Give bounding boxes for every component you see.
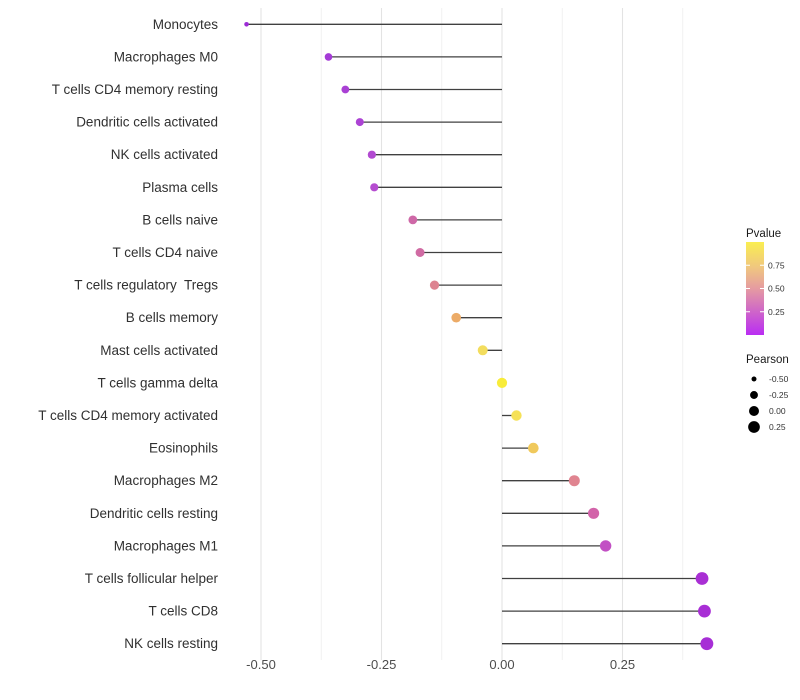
pvalue-legend-title: Pvalue	[746, 228, 781, 240]
lollipop-dot	[700, 637, 714, 651]
lollipop-dot	[415, 248, 425, 257]
y-axis-label: T cells regulatory Tregs	[74, 278, 218, 293]
lollipop-dot	[587, 507, 600, 519]
y-axis-label: Plasma cells	[142, 180, 218, 195]
y-axis-label: B cells memory	[126, 310, 219, 325]
pearson-size-legend: -0.50 -0.25 0.00 0.25	[748, 374, 789, 433]
y-axis-label: NK cells resting	[124, 636, 218, 651]
pearson-size-dot	[751, 376, 757, 382]
x-axis-tick-labels: -0.50 -0.25 0.00 0.25	[246, 657, 635, 672]
pearson-size-dot	[750, 391, 758, 399]
lollipop-dot	[429, 280, 440, 290]
y-axis-label: T cells CD4 memory activated	[38, 408, 218, 423]
legend: Pvalue 0.75 0.50 0.25 Pearson -0.50 -0.25 0.…	[746, 228, 789, 433]
lollipop-dot	[599, 540, 612, 552]
lollipop-dot	[370, 183, 379, 192]
pvalue-colorbar	[746, 242, 764, 335]
lollipop-dot	[695, 572, 709, 585]
y-axis-label: Macrophages M1	[114, 538, 218, 553]
y-axis-labels: Monocytes Macrophages M0 T cells CD4 memor…	[38, 17, 218, 651]
y-axis-label: Eosinophils	[149, 441, 218, 456]
lollipop-dot	[477, 345, 488, 356]
lollipop-dot	[528, 442, 539, 454]
y-axis-label: T cells gamma delta	[97, 375, 218, 390]
pearson-size-dot	[749, 406, 759, 416]
pearson-size-label: 0.00	[769, 406, 786, 416]
y-axis-label: T cells follicular helper	[85, 571, 219, 586]
lollipop-dot	[341, 85, 350, 94]
lollipop-dot	[408, 215, 418, 225]
y-axis-label: Mast cells activated	[100, 343, 218, 358]
pearson-size-label: -0.25	[769, 390, 789, 400]
pearson-legend-title: Pearson	[746, 354, 789, 366]
lollipop-dot	[496, 377, 508, 388]
x-axis-tick-label: -0.50	[246, 657, 276, 672]
lollipop-dot	[568, 475, 580, 487]
y-axis-label: Macrophages M2	[114, 473, 218, 488]
lollipop-dot	[355, 118, 364, 127]
pearson-size-dot	[748, 421, 760, 433]
pearson-size-label: -0.50	[769, 374, 789, 384]
lollipop-dot	[367, 150, 376, 159]
y-axis-label: T cells CD8	[148, 604, 218, 619]
pvalue-tick-label: 0.25	[768, 307, 785, 317]
gridlines	[260, 8, 684, 660]
y-axis-label: Dendritic cells activated	[76, 115, 218, 130]
y-axis-label: NK cells activated	[111, 147, 218, 162]
pvalue-tick-label: 0.50	[768, 284, 785, 294]
lollipop-dot	[511, 410, 522, 421]
x-axis-tick-label: -0.25	[367, 657, 397, 672]
lollipop-dot	[451, 312, 462, 323]
lollipop-dot	[244, 22, 249, 27]
lollipop-series	[244, 22, 714, 651]
pvalue-colorbar-ticks: 0.75 0.50 0.25	[746, 260, 785, 317]
x-axis-tick-label: 0.25	[610, 657, 635, 672]
y-axis-label: Dendritic cells resting	[90, 506, 218, 521]
x-axis-tick-label: 0.00	[489, 657, 514, 672]
lollipop-dot	[324, 53, 333, 61]
y-axis-label: Macrophages M0	[114, 49, 218, 64]
y-axis-label: Monocytes	[153, 17, 219, 32]
y-axis-label: B cells naive	[142, 212, 218, 227]
pearson-size-label: 0.25	[769, 422, 786, 432]
lollipop-dot	[698, 604, 711, 618]
y-axis-label: T cells CD4 naive	[112, 245, 218, 260]
pvalue-tick-label: 0.75	[768, 260, 785, 270]
y-axis-label: T cells CD4 memory resting	[52, 82, 218, 97]
